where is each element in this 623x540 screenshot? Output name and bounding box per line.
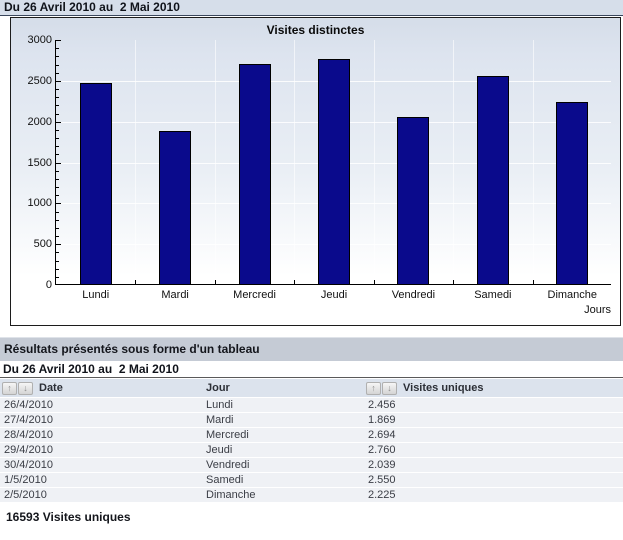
x-axis-label: Mardi bbox=[135, 289, 214, 301]
cell-visites: 2.694 bbox=[366, 429, 623, 441]
y-axis-label: 2000 bbox=[12, 116, 52, 128]
cell-jour: Vendredi bbox=[206, 459, 366, 471]
table-row: 27/4/2010Mardi1.869 bbox=[0, 413, 623, 427]
cell-date: 2/5/2010 bbox=[0, 489, 206, 501]
x-axis-label: Dimanche bbox=[533, 289, 612, 301]
column-jour-label: Jour bbox=[206, 382, 230, 394]
cell-jour: Samedi bbox=[206, 474, 366, 486]
table-body: 26/4/2010Lundi2.45627/4/2010Mardi1.86928… bbox=[0, 398, 623, 503]
cell-jour: Mercredi bbox=[206, 429, 366, 441]
cell-date: 29/4/2010 bbox=[0, 444, 206, 456]
cell-date: 1/5/2010 bbox=[0, 474, 206, 486]
column-visites: ↑ ↓ Visites uniques bbox=[366, 382, 623, 395]
column-jour: Jour bbox=[206, 382, 366, 394]
cell-jour: Mardi bbox=[206, 414, 366, 426]
sort-asc-icon[interactable]: ↑ bbox=[2, 382, 17, 395]
y-axis-label: 1500 bbox=[12, 157, 52, 169]
table-section-title: Résultats présentés sous forme d'un tabl… bbox=[0, 337, 623, 361]
visits-chart: Visites distinctes 0 500 1000 1500 2000 2500 3… bbox=[10, 17, 621, 326]
table-period: Du 26 Avril 2010 au 2 Mai 2010 bbox=[0, 361, 623, 378]
x-axis-label: Jeudi bbox=[294, 289, 373, 301]
y-axis-label: 0 bbox=[12, 279, 52, 291]
cell-visites: 2.550 bbox=[366, 474, 623, 486]
table-row: 30/4/2010Vendredi2.039 bbox=[0, 458, 623, 472]
plot-overlay: Jours bbox=[55, 40, 611, 285]
total-visits: 16593 Visites uniques bbox=[0, 510, 623, 524]
cell-visites: 2.760 bbox=[366, 444, 623, 456]
y-axis-label: 1000 bbox=[12, 197, 52, 209]
sort-desc-icon[interactable]: ↓ bbox=[382, 382, 397, 395]
table-row: 29/4/2010Jeudi2.760 bbox=[0, 443, 623, 457]
x-axis-title: Jours bbox=[584, 304, 611, 316]
cell-date: 27/4/2010 bbox=[0, 414, 206, 426]
cell-date: 26/4/2010 bbox=[0, 399, 206, 411]
cell-visites: 2.225 bbox=[366, 489, 623, 501]
period-header: Du 26 Avril 2010 au 2 Mai 2010 bbox=[0, 0, 623, 16]
sort-desc-icon[interactable]: ↓ bbox=[18, 382, 33, 395]
y-axis-label: 500 bbox=[12, 238, 52, 250]
cell-date: 30/4/2010 bbox=[0, 459, 206, 471]
cell-visites: 2.456 bbox=[366, 399, 623, 411]
y-axis-label: 3000 bbox=[12, 34, 52, 46]
cell-visites: 2.039 bbox=[366, 459, 623, 471]
column-visites-label: Visites uniques bbox=[403, 382, 484, 394]
x-axis-label: Samedi bbox=[453, 289, 532, 301]
chart-title: Visites distinctes bbox=[11, 23, 620, 37]
cell-jour: Lundi bbox=[206, 399, 366, 411]
x-axis-label: Lundi bbox=[56, 289, 135, 301]
table-row: 1/5/2010Samedi2.550 bbox=[0, 473, 623, 487]
x-axis-label: Vendredi bbox=[374, 289, 453, 301]
cell-date: 28/4/2010 bbox=[0, 429, 206, 441]
cell-jour: Dimanche bbox=[206, 489, 366, 501]
column-date: ↑ ↓ Date bbox=[0, 382, 206, 395]
column-date-label: Date bbox=[39, 382, 63, 394]
y-axis-label: 2500 bbox=[12, 75, 52, 87]
table-row: 2/5/2010Dimanche2.225 bbox=[0, 488, 623, 502]
table-column-header: ↑ ↓ Date Jour ↑ ↓ Visites uniques bbox=[0, 379, 623, 397]
cell-jour: Jeudi bbox=[206, 444, 366, 456]
table-row: 26/4/2010Lundi2.456 bbox=[0, 398, 623, 412]
cell-visites: 1.869 bbox=[366, 414, 623, 426]
sort-asc-icon[interactable]: ↑ bbox=[366, 382, 381, 395]
x-axis-label: Mercredi bbox=[215, 289, 294, 301]
table-row: 28/4/2010Mercredi2.694 bbox=[0, 428, 623, 442]
